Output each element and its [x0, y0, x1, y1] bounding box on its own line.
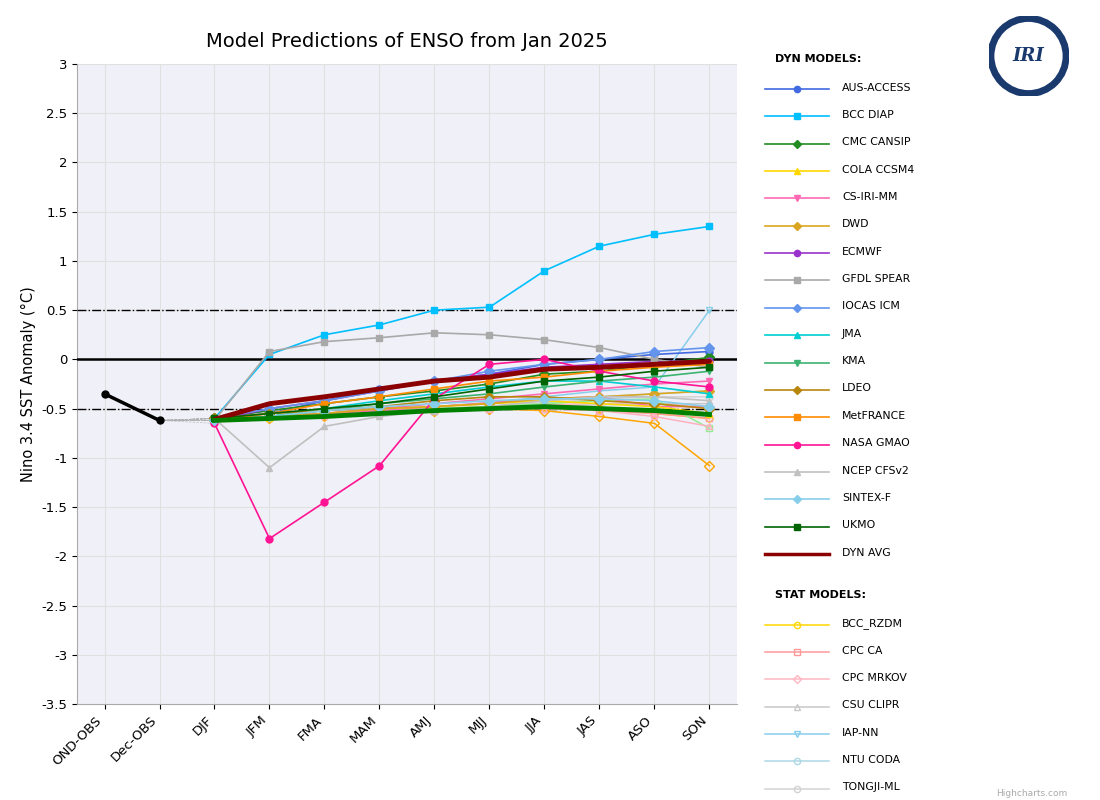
Text: LDEO: LDEO	[842, 383, 872, 394]
Text: TONGJI-ML: TONGJI-ML	[842, 782, 900, 792]
Circle shape	[997, 24, 1060, 88]
Text: ECMWF: ECMWF	[842, 246, 883, 257]
Text: GFDL SPEAR: GFDL SPEAR	[842, 274, 910, 284]
Text: IRI: IRI	[1013, 47, 1044, 65]
Text: NTU CODA: NTU CODA	[842, 755, 900, 765]
Text: DYN MODELS:: DYN MODELS:	[774, 54, 861, 64]
Text: JMA: JMA	[842, 329, 862, 338]
Text: CMC CANSIP: CMC CANSIP	[842, 138, 911, 147]
Text: STAT MODELS:: STAT MODELS:	[774, 590, 866, 600]
Text: BCC_RZDM: BCC_RZDM	[842, 618, 903, 629]
Text: COLA CCSM4: COLA CCSM4	[842, 165, 914, 174]
Text: NASA GMAO: NASA GMAO	[842, 438, 910, 448]
Text: MetFRANCE: MetFRANCE	[842, 411, 906, 421]
Text: CPC MRKOV: CPC MRKOV	[842, 673, 906, 683]
Text: DYN AVG: DYN AVG	[842, 548, 891, 558]
Text: DWD: DWD	[842, 219, 869, 230]
Text: SINTEX-F: SINTEX-F	[842, 493, 891, 503]
Text: BCC DIAP: BCC DIAP	[842, 110, 893, 120]
Text: UKMO: UKMO	[842, 520, 876, 530]
Text: CSU CLIPR: CSU CLIPR	[842, 700, 900, 710]
Y-axis label: Nino 3.4 SST Anomaly (°C): Nino 3.4 SST Anomaly (°C)	[21, 286, 36, 482]
Text: IOCAS ICM: IOCAS ICM	[842, 302, 900, 311]
Text: IAP-NN: IAP-NN	[842, 728, 879, 738]
Text: CS-IRI-MM: CS-IRI-MM	[842, 192, 898, 202]
Text: Highcharts.com: Highcharts.com	[996, 789, 1067, 798]
Text: AUS-ACCESS: AUS-ACCESS	[842, 82, 912, 93]
Text: CPC CA: CPC CA	[842, 646, 882, 655]
Text: KMA: KMA	[842, 356, 866, 366]
Text: NCEP CFSv2: NCEP CFSv2	[842, 466, 909, 475]
Title: Model Predictions of ENSO from Jan 2025: Model Predictions of ENSO from Jan 2025	[206, 32, 608, 51]
